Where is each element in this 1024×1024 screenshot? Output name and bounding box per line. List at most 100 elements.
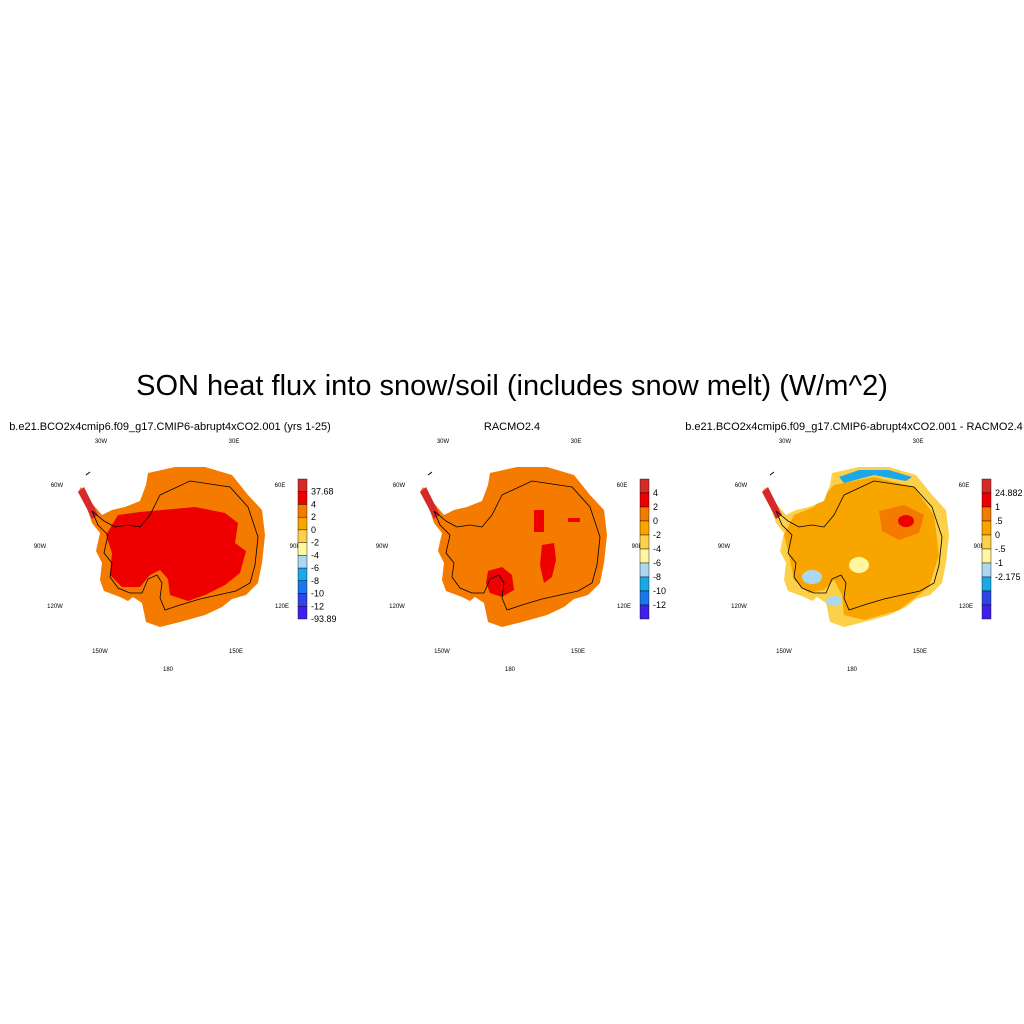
colorbar-label: -2	[653, 530, 661, 540]
lon-label-60e: 60E	[959, 483, 970, 489]
lon-label-180: 180	[163, 667, 174, 673]
lon-label-90w: 90W	[34, 544, 47, 550]
lon-label-60e: 60E	[617, 483, 628, 489]
colorbar: 24.882 1 .5 0 -.5 -1 -2.175	[981, 478, 1023, 620]
lon-label-120w: 120W	[731, 604, 747, 610]
colorbar-swatch	[639, 534, 650, 550]
colorbar-label: -12	[653, 600, 666, 610]
colorbar-label: 2	[311, 512, 316, 522]
lon-label-150w: 150W	[92, 649, 108, 655]
colorbar-swatch	[639, 492, 650, 508]
lon-label-150e: 150E	[229, 649, 243, 655]
field-region	[106, 507, 246, 601]
lon-label-120w: 120W	[389, 604, 405, 610]
island-mark	[427, 471, 433, 476]
map-svg: 30W 30E 60W 60E 90W 90E 120W 120E 150W 150E 180 37.…	[34, 439, 337, 673]
colorbar-swatch	[297, 555, 308, 569]
antarctica-field	[762, 467, 949, 627]
panel-title: b.e21.BCO2x4cmip6.f09_g17.CMIP6-abrupt4x…	[9, 421, 331, 433]
field-region	[802, 570, 822, 584]
field-region	[839, 470, 912, 483]
colorbar-label: 1	[995, 502, 1000, 512]
colorbar-label: 24.882	[995, 488, 1023, 498]
lon-label-30w: 30W	[95, 439, 108, 445]
lon-label-90e: 90E	[974, 544, 985, 550]
map-svg: 30W 30E 60W 60E 90W 90E 120W 120E 150W 150E 180 4 2 0…	[376, 439, 666, 673]
lon-label-180: 180	[847, 667, 858, 673]
colorbar-swatch	[639, 576, 650, 592]
lon-label-150w: 150W	[776, 649, 792, 655]
coastline	[433, 480, 601, 611]
figure-title: SON heat flux into snow/soil (includes s…	[136, 370, 888, 402]
colorbar-swatch	[297, 516, 308, 531]
lon-label-90w: 90W	[376, 544, 389, 550]
colorbar-label: 37.68	[311, 487, 334, 497]
island-mark	[769, 471, 775, 476]
colorbar-swatch	[981, 478, 992, 494]
lon-label-30w: 30W	[437, 439, 450, 445]
lon-label-120w: 120W	[47, 604, 63, 610]
lon-label-60w: 60W	[735, 483, 748, 489]
lon-label-60w: 60W	[393, 483, 406, 489]
coastline	[775, 480, 943, 611]
colorbar-label: 0	[995, 530, 1000, 540]
field-region	[849, 557, 869, 573]
colorbar-swatch	[981, 576, 992, 592]
field-region	[540, 543, 556, 583]
lon-label-120e: 120E	[617, 604, 631, 610]
colorbar-label: -10	[653, 586, 666, 596]
coastline	[91, 480, 259, 611]
colorbar-swatch	[297, 478, 308, 492]
field-region	[486, 567, 514, 597]
colorbar-swatch	[639, 478, 650, 494]
colorbar-swatch	[981, 604, 992, 620]
lon-label-150w: 150W	[434, 649, 450, 655]
colorbar-swatch	[297, 542, 308, 556]
colorbar-label: -10	[311, 589, 324, 599]
map-panel-racmo: 30W 30E 60W 60E 90W 90E 120W 120E 150W 150E 180 4 2 0…	[342, 415, 682, 680]
colorbar-label: -.5	[995, 544, 1006, 554]
colorbar: 37.68 4 2 0 -2 -4 -6 -8 -10 -12 -93.89	[297, 478, 337, 624]
map-panel-difference: 30W 30E 60W 60E 90W 90E 120W 120E 150W 150E 180 24.…	[684, 415, 1024, 680]
field-region	[898, 515, 914, 527]
colorbar-swatch	[981, 534, 992, 550]
colorbar-swatch	[981, 590, 992, 606]
colorbar-label: -2	[311, 538, 319, 548]
field-region	[826, 596, 842, 606]
colorbar-swatch	[297, 491, 308, 505]
colorbar: 4 2 0 -2 -4 -6 -8 -10 -12	[639, 478, 666, 620]
colorbar-label: -6	[653, 558, 661, 568]
colorbar-swatch	[639, 590, 650, 606]
island-mark	[85, 471, 91, 476]
lon-label-120e: 120E	[959, 604, 973, 610]
colorbar-label: 4	[311, 499, 316, 509]
colorbar-swatch	[297, 504, 308, 518]
lon-label-30e: 30E	[571, 439, 582, 445]
colorbar-label: 0	[311, 525, 316, 535]
colorbar-label: -6	[311, 563, 319, 573]
colorbar-label: -93.89	[311, 614, 337, 624]
colorbar-swatch	[639, 520, 650, 536]
colorbar-swatch	[639, 548, 650, 564]
panel-title: RACMO2.4	[483, 421, 541, 433]
colorbar-label: -8	[653, 572, 661, 582]
lon-label-30e: 30E	[229, 439, 240, 445]
map-svg: 30W 30E 60W 60E 90W 90E 120W 120E 150W 150E 180 24.…	[718, 439, 1023, 673]
colorbar-label: 2	[653, 502, 658, 512]
colorbar-swatch	[981, 506, 992, 522]
colorbar-swatch	[981, 548, 992, 564]
colorbar-swatch	[981, 562, 992, 578]
lon-label-30w: 30W	[779, 439, 792, 445]
lon-label-120e: 120E	[275, 604, 289, 610]
lon-label-60w: 60W	[51, 483, 64, 489]
colorbar-swatch	[297, 567, 308, 582]
lon-label-90w: 90W	[718, 544, 731, 550]
colorbar-swatch	[639, 604, 650, 620]
lon-label-90e: 90E	[290, 544, 301, 550]
peninsula-region	[420, 487, 440, 519]
lon-label-30e: 30E	[913, 439, 924, 445]
colorbar-label: -4	[311, 550, 319, 560]
colorbar-swatch	[297, 593, 308, 607]
lon-label-60e: 60E	[275, 483, 286, 489]
colorbar-label: 4	[653, 488, 658, 498]
